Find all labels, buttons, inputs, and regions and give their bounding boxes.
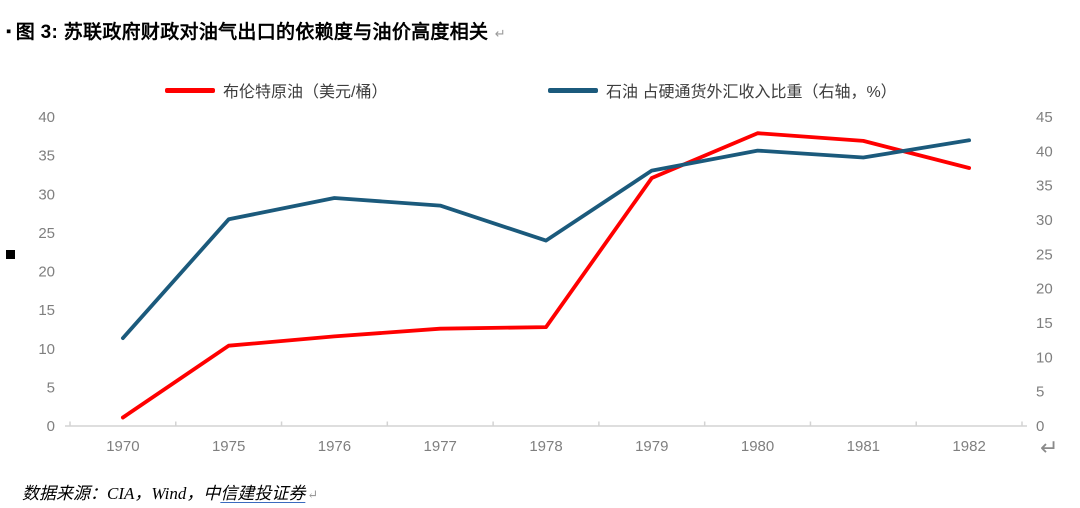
legend-item-brent: 布伦特原油（美元/桶） <box>165 78 387 102</box>
oil-share-line <box>121 138 971 341</box>
right-axis-tick-label: 25 <box>1036 246 1053 263</box>
title-bullet-icon: ▪ <box>6 23 12 40</box>
right-axis-tick-label: 20 <box>1036 281 1053 298</box>
left-axis-tick-label: 15 <box>38 302 55 319</box>
figure-title-row: ▪ 图 3: 苏联政府财政对油气出口的依赖度与油价高度相关 ↵ <box>6 17 506 44</box>
stray-bullet-marker <box>6 250 15 259</box>
x-axis-category-label: 1975 <box>212 438 245 455</box>
left-axis-tick-label: 35 <box>38 148 55 165</box>
right-axis-tick-label: 30 <box>1036 212 1053 229</box>
right-axis-tick-label: 35 <box>1036 178 1053 195</box>
right-axis-tick-label: 15 <box>1036 315 1053 332</box>
left-axis-tick-label: 5 <box>47 379 55 396</box>
oil-share-line-swatch <box>548 87 598 93</box>
x-axis-category-label: 1979 <box>635 438 668 455</box>
x-axis-category-label: 1982 <box>952 438 985 455</box>
x-axis-category-label: 1980 <box>741 438 774 455</box>
x-axis-category-label: 1978 <box>529 438 562 455</box>
source-text: 数据来源：CIA，Wind，中 <box>22 484 221 503</box>
right-axis-tick-label: 5 <box>1036 384 1044 401</box>
figure-bottom-rule <box>0 469 1080 471</box>
left-axis-tick-label: 40 <box>38 109 55 126</box>
paragraph-return-icon: ↵ <box>494 26 506 41</box>
right-axis-tick-label: 10 <box>1036 349 1053 366</box>
left-axis-tick-label: 20 <box>38 264 55 281</box>
source-link[interactable]: 信建投证券 <box>220 484 306 503</box>
legend-item-oil-share: 石油 占硬通货外汇收入比重（右轴，%） <box>548 78 897 102</box>
right-axis-tick-label: 40 <box>1036 143 1053 160</box>
left-axis-tick-label: 10 <box>38 341 55 358</box>
right-axis-tick-label: 45 <box>1036 109 1053 126</box>
x-axis-category-label: 1976 <box>318 438 351 455</box>
left-axis-tick-label: 0 <box>47 418 55 435</box>
brent-price-line <box>121 131 971 420</box>
legend-label-brent: 布伦特原油（美元/桶） <box>223 84 388 101</box>
x-axis-category-label: 1981 <box>847 438 880 455</box>
brent-line-swatch <box>165 87 215 93</box>
data-source-note: 数据来源：CIA，Wind，中信建投证券 ↵ <box>22 479 318 504</box>
chart-return-icon: ↵ <box>1040 435 1059 460</box>
left-axis-tick-label: 30 <box>38 186 55 203</box>
right-axis-tick-label: 0 <box>1036 418 1044 435</box>
figure-title: 图 3: 苏联政府财政对油气出口的依赖度与油价高度相关 <box>15 22 489 43</box>
x-axis-category-label: 1977 <box>424 438 457 455</box>
paragraph-return-icon: ↵ <box>307 487 319 502</box>
left-axis-tick-label: 25 <box>38 225 55 242</box>
x-axis-category-label: 1970 <box>106 438 139 455</box>
legend-label-oil-share: 石油 占硬通货外汇收入比重（右轴，%） <box>606 84 897 101</box>
